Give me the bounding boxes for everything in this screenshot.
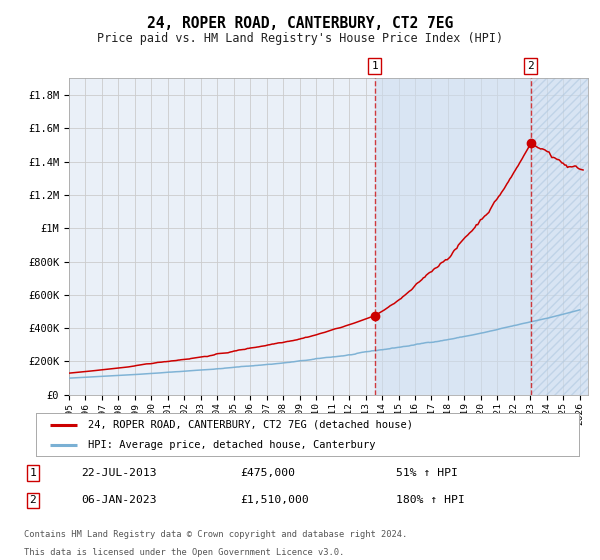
Bar	[374, 78, 530, 395]
Text: Price paid vs. HM Land Registry's House Price Index (HPI): Price paid vs. HM Land Registry's House …	[97, 32, 503, 45]
Text: 24, ROPER ROAD, CANTERBURY, CT2 7EG (detached house): 24, ROPER ROAD, CANTERBURY, CT2 7EG (det…	[88, 419, 413, 430]
Text: HPI: Average price, detached house, Canterbury: HPI: Average price, detached house, Cant…	[88, 440, 375, 450]
Text: 06-JAN-2023: 06-JAN-2023	[81, 496, 157, 505]
Text: £475,000: £475,000	[240, 468, 295, 478]
Text: Contains HM Land Registry data © Crown copyright and database right 2024.: Contains HM Land Registry data © Crown c…	[24, 530, 407, 539]
Text: 24, ROPER ROAD, CANTERBURY, CT2 7EG: 24, ROPER ROAD, CANTERBURY, CT2 7EG	[147, 16, 453, 31]
Text: 51% ↑ HPI: 51% ↑ HPI	[396, 468, 458, 478]
Text: 1: 1	[371, 60, 378, 71]
Text: This data is licensed under the Open Government Licence v3.0.: This data is licensed under the Open Gov…	[24, 548, 344, 557]
Text: 1: 1	[29, 468, 37, 478]
Text: 2: 2	[527, 60, 534, 71]
Text: 2: 2	[29, 496, 37, 505]
Bar	[530, 78, 588, 395]
Text: 22-JUL-2013: 22-JUL-2013	[81, 468, 157, 478]
Text: £1,510,000: £1,510,000	[240, 496, 309, 505]
Text: 180% ↑ HPI: 180% ↑ HPI	[396, 496, 465, 505]
